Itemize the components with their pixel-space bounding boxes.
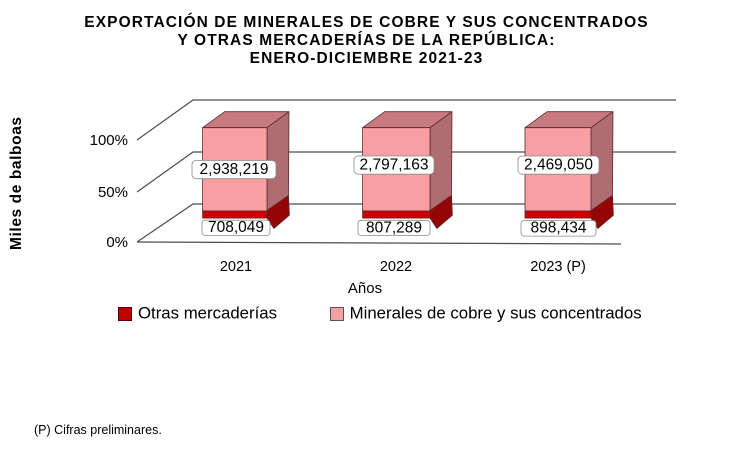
svg-text:Miles de balboas: Miles de balboas (8, 116, 25, 250)
svg-text:2,797,163: 2,797,163 (360, 157, 429, 174)
svg-text:2,938,219: 2,938,219 (200, 161, 269, 178)
svg-text:50%: 50% (98, 184, 128, 201)
svg-text:2022: 2022 (380, 259, 412, 275)
svg-text:Años: Años (348, 280, 382, 297)
svg-text:0%: 0% (106, 234, 128, 251)
svg-text:2021: 2021 (220, 259, 252, 275)
svg-text:807,289: 807,289 (366, 219, 422, 236)
svg-text:708,049: 708,049 (208, 219, 264, 236)
svg-text:100%: 100% (90, 132, 128, 149)
svg-text:2023 (P): 2023 (P) (530, 259, 586, 275)
svg-text:2,469,050: 2,469,050 (524, 157, 593, 174)
svg-text:898,434: 898,434 (530, 220, 586, 237)
